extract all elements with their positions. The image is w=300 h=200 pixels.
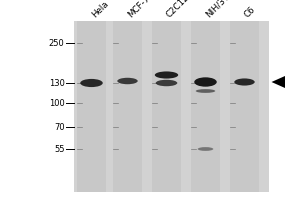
Text: Hela: Hela [90,0,110,19]
Ellipse shape [196,89,215,93]
Bar [230,21,259,192]
Ellipse shape [156,80,177,86]
Bar [77,21,106,192]
Ellipse shape [117,78,138,84]
Ellipse shape [194,77,217,87]
Text: 100: 100 [49,98,64,108]
Ellipse shape [80,79,103,87]
Text: 55: 55 [54,144,64,154]
Polygon shape [272,76,285,88]
Ellipse shape [234,78,255,86]
Text: MCF-7: MCF-7 [126,0,152,19]
Text: 130: 130 [49,78,64,88]
Bar [152,21,181,192]
Bar [113,21,142,192]
Text: C2C12: C2C12 [165,0,191,19]
Text: 70: 70 [54,122,64,132]
Ellipse shape [155,71,178,79]
Text: NIH/3T3: NIH/3T3 [204,0,235,19]
Text: 250: 250 [49,38,64,47]
Text: C6: C6 [243,5,257,19]
Bar [191,21,220,192]
Ellipse shape [198,147,213,151]
Bar [74,21,268,192]
